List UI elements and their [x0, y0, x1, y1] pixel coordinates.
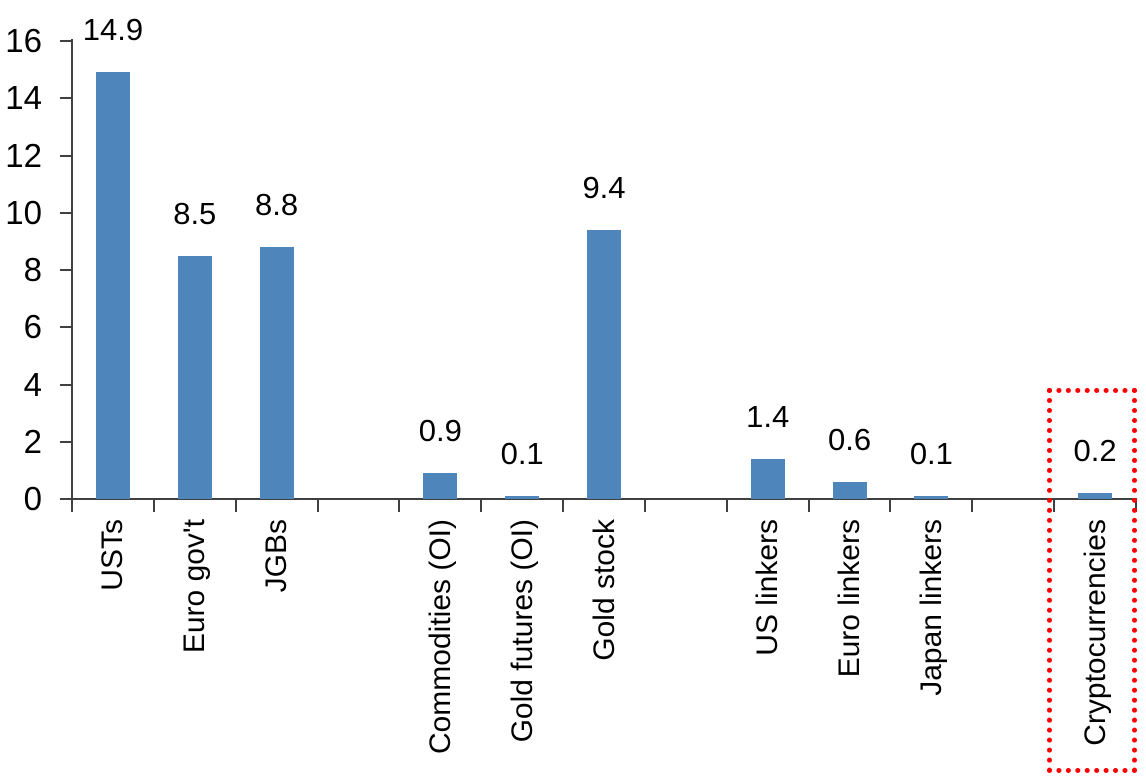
x-axis-tick [1135, 499, 1137, 512]
x-axis-tick [152, 499, 155, 512]
bar-value-label: 0.9 [418, 413, 462, 449]
x-axis-tick [1053, 499, 1056, 512]
bar-commodities-oi- [423, 473, 458, 499]
x-axis-tick [643, 499, 646, 512]
category-cell: Commodities (OI) [418, 519, 462, 780]
bar-usts [95, 72, 130, 499]
bar-value-label: 0.2 [1073, 433, 1117, 469]
y-axis-tick [60, 211, 72, 214]
bar-value-label: 0.6 [827, 421, 872, 457]
y-axis-tick-label: 4 [23, 365, 42, 403]
category-label: US linkers [751, 519, 785, 656]
y-axis-tick [60, 269, 72, 271]
x-axis-tick [71, 499, 73, 512]
category-label: USTs [96, 519, 130, 591]
category-label: Gold futures (OI) [505, 519, 539, 743]
bar-euro-linkers [832, 481, 867, 499]
x-axis-tick [316, 499, 319, 512]
bar-value-label: 8.5 [173, 195, 217, 231]
category-cell: Cryptocurrencies [1073, 519, 1117, 780]
y-axis-tick-label: 6 [23, 308, 42, 346]
bar-value-label: 8.8 [255, 187, 299, 223]
category-cell: Gold stock [582, 519, 626, 780]
category-cell: Euro gov't [173, 519, 217, 780]
category-label: Japan linkers [914, 519, 948, 696]
category-label: Gold stock [587, 519, 621, 661]
x-axis-tick [807, 499, 810, 512]
category-cell: Gold futures (OI) [500, 519, 544, 780]
x-axis-tick [971, 499, 974, 512]
bar-jgbs [259, 247, 294, 499]
bar-value-label: 9.4 [582, 169, 626, 205]
category-cell: JGBs [255, 519, 299, 780]
y-axis-tick-label: 10 [5, 193, 42, 231]
bar-cryptocurrencies [1078, 493, 1113, 499]
bar-japan-linkers [914, 496, 949, 499]
y-axis-tick-label: 16 [5, 22, 42, 59]
category-cell: USTs [91, 519, 135, 780]
category-label: Commodities (OI) [423, 519, 457, 755]
x-axis-tick [562, 499, 565, 512]
x-axis-tick [725, 499, 728, 512]
bar-value-label: 1.4 [746, 398, 790, 434]
y-axis-tick [60, 326, 72, 329]
y-axis-tick [60, 154, 72, 157]
x-axis-tick [480, 499, 483, 512]
category-cell: Euro linkers [828, 519, 872, 780]
category-label: Cryptocurrencies [1078, 519, 1112, 746]
bar-gold-stock [587, 229, 621, 499]
y-axis-tick [60, 97, 72, 100]
category-label: Euro gov't [178, 519, 212, 654]
y-axis-tick [60, 40, 72, 42]
y-axis-line [71, 39, 73, 499]
bar-gold-futures-oi- [505, 496, 540, 499]
bar-us-linkers [750, 458, 785, 499]
x-axis-line [71, 498, 1137, 500]
y-axis-tick-label: 12 [5, 136, 42, 174]
y-axis-tick-label: 0 [23, 480, 42, 517]
y-axis-tick [60, 498, 72, 500]
category-cell: US linkers [746, 519, 790, 780]
y-axis-tick-label: 2 [23, 422, 42, 460]
x-axis-tick [234, 499, 237, 512]
category-cell: Japan linkers [909, 519, 953, 780]
category-label: Euro linkers [833, 519, 867, 678]
y-axis-tick-label: 8 [23, 251, 42, 288]
y-axis-tick [60, 383, 72, 386]
category-label: JGBs [260, 519, 294, 593]
bar-value-label: 0.1 [909, 436, 953, 472]
x-axis-tick [889, 499, 892, 512]
y-axis-tick-label: 14 [5, 79, 42, 117]
bar-euro-gov-t [177, 255, 212, 499]
bar-value-label: 0.1 [500, 436, 544, 472]
y-axis-tick [60, 440, 72, 443]
x-axis-tick [398, 499, 401, 512]
bar-value-label: 14.9 [82, 12, 144, 48]
